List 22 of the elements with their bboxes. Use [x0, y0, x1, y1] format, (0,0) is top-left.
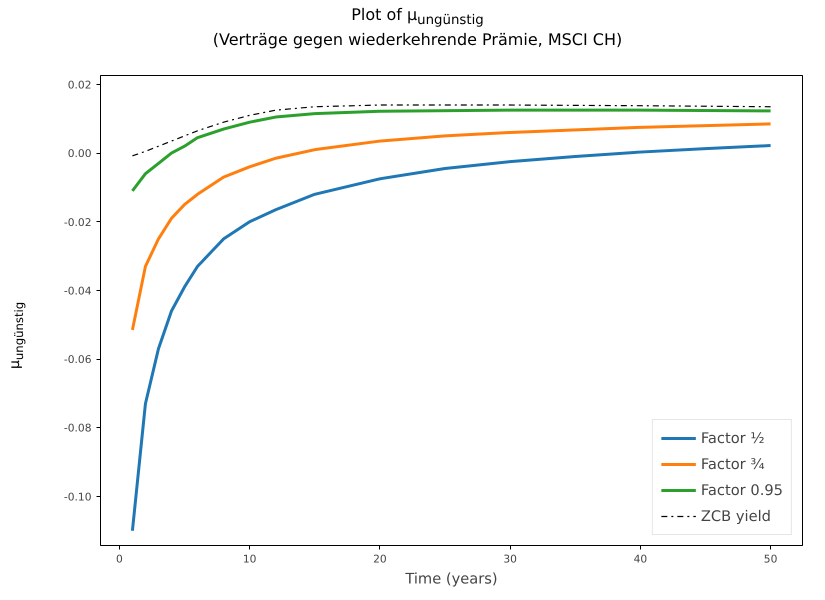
x-tick-label: 40	[634, 552, 648, 566]
y-tick-label: 0.00	[68, 147, 92, 160]
y-tick-label: -0.10	[64, 490, 92, 504]
y-tick-label: 0.02	[68, 78, 92, 92]
x-tick-label: 50	[764, 552, 778, 566]
y-tick-label: -0.08	[64, 422, 92, 435]
y-tick-label: -0.02	[64, 216, 92, 229]
legend-label: ZCB yield	[700, 508, 771, 524]
x-tick-label: 20	[373, 552, 387, 566]
legend-label: Factor ¾	[700, 456, 765, 472]
y-tick-label: -0.06	[64, 353, 92, 366]
line-series	[130, 108, 772, 192]
x-tick-label: 0	[116, 552, 123, 566]
y-tick-label: -0.04	[64, 284, 92, 298]
x-tick-label: 10	[242, 552, 257, 566]
line-series	[130, 122, 772, 332]
legend-label: Factor ½	[700, 430, 765, 446]
line-series	[132, 104, 772, 156]
x-tick-label: 30	[503, 552, 518, 566]
legend-label: Factor 0.95	[700, 482, 783, 498]
chart-title: Plot of μ$_{ungünstig}$ (Verträge gegen wiederkehrende Prämie, MSCI CH)	[212, 5, 622, 50]
x-axis-title: Time (years)	[404, 570, 498, 588]
